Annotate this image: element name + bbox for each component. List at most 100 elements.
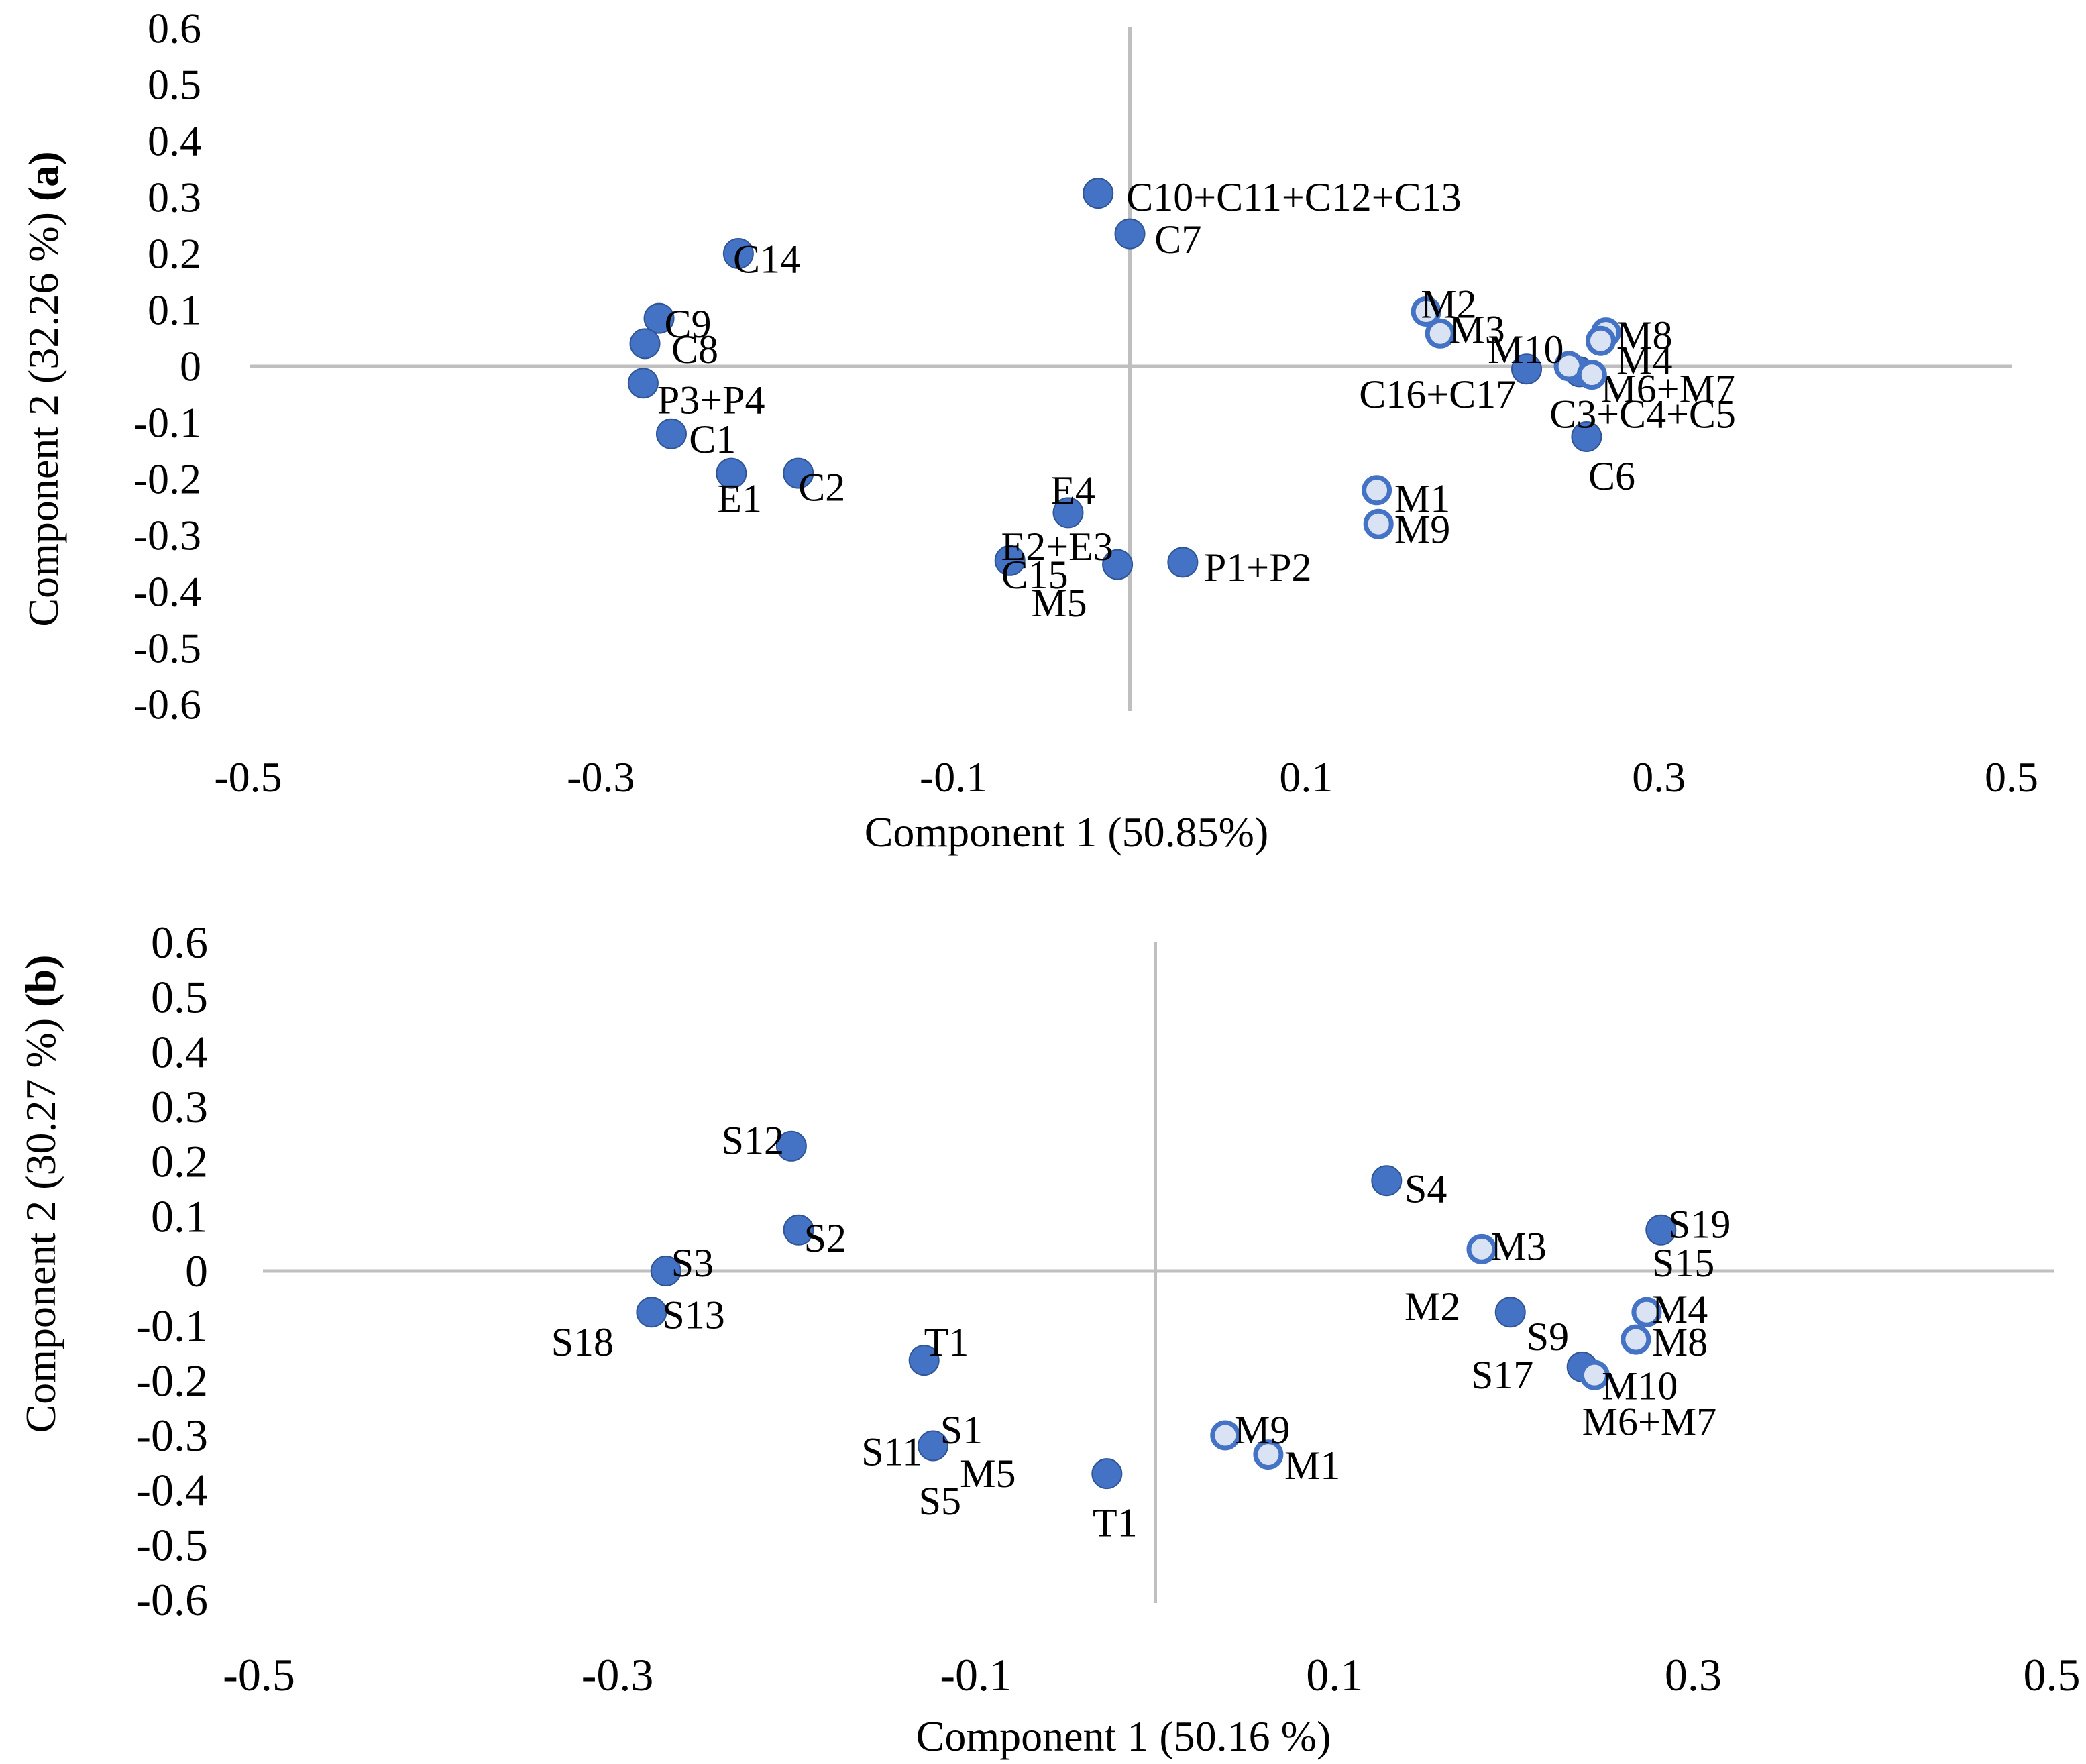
chart-panel-b: 0.60.50.40.30.20.10-0.1-0.2-0.3-0.4-0.5-…: [17, 917, 2081, 1760]
data-point: [1052, 497, 1084, 529]
data-point: [1645, 1214, 1677, 1246]
data-point: [636, 1297, 667, 1328]
point-label: M6+M7: [1600, 367, 1735, 411]
point-label: M8: [1616, 313, 1672, 357]
y-tick-label: -0.1: [133, 399, 201, 447]
data-point: [783, 1214, 814, 1246]
point-label: M6+M7: [1582, 1400, 1717, 1444]
point-label: T1: [924, 1320, 969, 1364]
point-label: P1+P2: [1204, 545, 1312, 590]
point-label: E1: [717, 476, 762, 520]
point-label: S9: [1527, 1315, 1569, 1359]
x-axis-label: Component 1 (50.16 %): [916, 1712, 1331, 1760]
y-tick-label: -0.2: [135, 1355, 208, 1406]
sample-point: [1362, 475, 1392, 506]
x-axis-label: Component 1 (50.85%): [865, 808, 1269, 856]
point-label: C2: [798, 465, 845, 510]
data-point: [643, 302, 675, 334]
data-point: [1494, 1297, 1526, 1328]
y-tick-label: 0.5: [148, 61, 201, 109]
data-point: [918, 1430, 949, 1462]
point-label: M5: [1031, 581, 1087, 625]
y-axis-label: Component 2 (30.27 %) (b): [17, 955, 64, 1433]
point-label: M1: [1394, 476, 1450, 520]
point-label: C14: [733, 237, 800, 281]
y-tick-label: 0.2: [148, 230, 201, 278]
y-tick-label: -0.4: [135, 1465, 208, 1516]
point-label: C9: [664, 302, 711, 346]
point-label: S11: [861, 1430, 922, 1474]
point-label: M3: [1490, 1224, 1546, 1268]
data-point: [1571, 421, 1602, 452]
data-point: [1167, 547, 1199, 578]
panel-label: (b): [17, 955, 64, 1007]
x-tick-label: 0.1: [1279, 753, 1333, 801]
y-tick-label: 0.6: [151, 917, 208, 968]
y-tick-label: -0.1: [135, 1301, 208, 1352]
point-label: C6: [1588, 454, 1635, 498]
data-point: [716, 457, 747, 489]
chart-panel-a: 0.60.50.40.30.20.10-0.1-0.2-0.3-0.4-0.5-…: [19, 5, 2038, 857]
sample-point: [1411, 296, 1441, 327]
y-tick-label: 0: [185, 1246, 208, 1297]
y-axis-label: Component 2 (32.26 %) (a): [19, 151, 67, 626]
y-tick-label: 0.5: [151, 972, 208, 1023]
x-tick-label: 0.5: [2024, 1649, 2081, 1700]
x-tick-label: 0.3: [1632, 753, 1686, 801]
x-tick-label: 0.1: [1306, 1649, 1363, 1700]
data-point: [1114, 218, 1146, 250]
data-point: [775, 1130, 807, 1162]
x-tick-label: -0.1: [920, 753, 987, 801]
data-point: [783, 457, 814, 489]
sample-point: [1210, 1420, 1241, 1451]
point-label: C3+C4+C5: [1549, 392, 1736, 436]
point-label: S18: [551, 1320, 614, 1364]
y-axis-label-text: Component 2 (32.26 %): [19, 212, 67, 627]
point-label: M4: [1616, 339, 1672, 383]
y-tick-label: -0.5: [133, 624, 201, 672]
y-tick-label: -0.2: [133, 455, 201, 503]
point-label: C10+C11+C12+C13: [1126, 175, 1461, 219]
sample-point: [1579, 1360, 1610, 1390]
point-label: M9: [1394, 508, 1450, 552]
point-label: P3+P4: [657, 378, 765, 422]
point-label: E2+E3: [1001, 525, 1113, 569]
data-point: [908, 1345, 940, 1376]
y-tick-label: 0.1: [148, 286, 201, 334]
point-label: C8: [671, 327, 718, 372]
point-label: S17: [1471, 1353, 1533, 1397]
data-point: [722, 238, 754, 269]
y-tick-label: 0.4: [151, 1026, 208, 1077]
y-tick-label: -0.3: [135, 1410, 208, 1461]
point-label: M3: [1449, 307, 1504, 351]
sample-point: [1576, 360, 1607, 390]
point-label: T1: [1093, 1501, 1138, 1545]
data-point: [655, 418, 687, 449]
y-axis-label-text: Component 2 (30.27 %): [17, 1018, 64, 1433]
point-label: M5: [960, 1451, 1015, 1496]
y-tick-label: -0.3: [133, 512, 201, 559]
sample-point: [1253, 1439, 1284, 1470]
x-tick-label: 0.3: [1665, 1649, 1722, 1700]
point-label: S3: [671, 1241, 714, 1285]
sample-point: [1631, 1297, 1662, 1327]
x-tick-label: -0.3: [567, 753, 635, 801]
sample-point: [1585, 325, 1616, 356]
data-point: [994, 545, 1026, 576]
panel-label: (a): [19, 151, 67, 201]
data-point: [1091, 1458, 1123, 1490]
point-label: E4: [1050, 468, 1095, 512]
x-tick-label: -0.5: [223, 1649, 295, 1700]
data-point: [650, 1256, 681, 1286]
data-point: [1102, 549, 1134, 580]
point-label: M4: [1652, 1287, 1708, 1331]
point-label: M2: [1421, 282, 1476, 327]
data-point: [1511, 353, 1543, 385]
y-tick-label: 0: [180, 343, 201, 390]
point-label: M2: [1405, 1284, 1460, 1329]
point-label: S19: [1668, 1203, 1731, 1247]
point-label: S1: [940, 1408, 983, 1452]
point-label: M8: [1652, 1320, 1708, 1364]
point-label: C1: [689, 417, 736, 461]
point-label: M9: [1234, 1408, 1290, 1452]
